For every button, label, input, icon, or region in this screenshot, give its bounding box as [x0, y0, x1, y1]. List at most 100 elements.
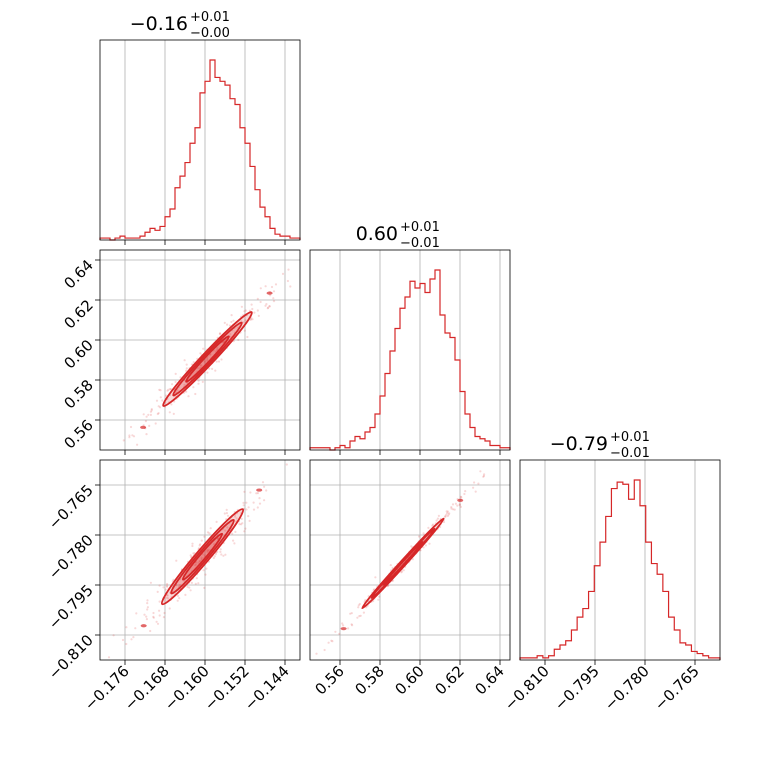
sample-point — [189, 554, 192, 557]
sample-point — [206, 531, 210, 534]
sample-point — [146, 599, 149, 602]
sample-point — [268, 305, 271, 308]
x-tick-label: 0.62 — [431, 662, 467, 698]
sample-point — [244, 319, 247, 322]
contour-island — [340, 627, 347, 631]
sample-point — [474, 490, 477, 493]
sample-point — [200, 364, 203, 367]
sample-point — [199, 352, 202, 355]
sample-point — [130, 638, 133, 641]
sample-point — [267, 306, 270, 309]
sample-point — [166, 582, 169, 586]
sample-point — [445, 513, 448, 516]
sample-point — [259, 287, 262, 290]
sample-point — [268, 305, 271, 308]
sample-point — [154, 422, 157, 425]
param-title-3: −0.79 — [550, 433, 608, 455]
sample-point — [203, 554, 206, 557]
sample-point — [169, 387, 172, 391]
sample-point — [349, 612, 352, 615]
sample-point — [206, 358, 209, 361]
sample-point — [174, 380, 177, 383]
sample-point — [244, 309, 247, 312]
sample-point — [364, 599, 367, 602]
sample-point — [203, 586, 206, 590]
sample-point — [163, 611, 166, 615]
sample-point — [226, 323, 229, 326]
sample-point — [198, 560, 201, 563]
sample-point — [132, 636, 135, 639]
x-tick-label: −0.810 — [501, 662, 553, 714]
sample-point — [199, 543, 202, 546]
sample-point — [165, 585, 169, 588]
sample-point — [158, 600, 161, 603]
sample-point — [206, 371, 209, 374]
sample-point — [198, 367, 201, 370]
sample-point — [166, 594, 169, 597]
param-title-lower-error: −0.00 — [190, 26, 230, 41]
sample-point — [134, 627, 137, 630]
contour-level — [160, 508, 245, 606]
sample-point — [358, 602, 361, 606]
sample-point — [195, 577, 198, 580]
x-tick-label: 0.56 — [311, 662, 347, 698]
sample-point — [191, 544, 194, 548]
sample-point — [158, 584, 161, 587]
sample-point — [359, 614, 362, 617]
sample-point — [250, 303, 253, 306]
histogram-step — [309, 269, 511, 451]
sample-point — [450, 506, 453, 509]
sample-point — [473, 481, 476, 484]
sample-point — [185, 369, 188, 372]
sample-point — [203, 360, 206, 363]
contour-level — [382, 540, 424, 586]
sample-point — [159, 396, 162, 399]
sample-point — [460, 496, 463, 499]
sample-point — [155, 620, 158, 623]
sample-point — [168, 607, 171, 610]
sample-point — [224, 529, 227, 532]
sample-point — [264, 456, 266, 458]
sample-point — [186, 585, 189, 589]
sample-point — [187, 395, 190, 398]
sample-point — [400, 571, 403, 574]
sample-point — [200, 539, 203, 542]
sample-point — [171, 383, 174, 386]
panel-frame — [519, 459, 721, 661]
contour-level — [185, 335, 230, 383]
y-tick-label: 0.58 — [60, 376, 96, 412]
sample-point — [204, 573, 207, 576]
sample-point — [233, 542, 236, 545]
sample-point — [159, 389, 162, 392]
sample-point — [166, 389, 169, 392]
sample-point — [195, 563, 198, 566]
sample-point — [356, 616, 359, 619]
sample-point — [483, 473, 486, 476]
y-tick-label: −0.780 — [45, 531, 97, 583]
sample-point — [428, 542, 431, 545]
sample-point — [223, 512, 226, 515]
sample-point — [192, 361, 195, 364]
contour-level — [162, 311, 253, 407]
sample-point — [218, 332, 221, 336]
sample-point — [185, 390, 188, 393]
histogram-panel-3: −0.79 +0.01−0.01 — [519, 430, 721, 665]
sample-point — [158, 388, 161, 391]
contour-island — [140, 425, 147, 429]
sample-point — [256, 309, 259, 312]
x-tick-label: −0.144 — [241, 662, 293, 714]
sample-point — [155, 399, 159, 402]
sample-point — [446, 510, 449, 513]
y-tick-label: 0.56 — [60, 416, 96, 452]
sample-point — [357, 606, 360, 609]
sample-point — [444, 515, 447, 518]
sample-point — [350, 612, 353, 615]
sample-point — [245, 508, 248, 511]
sample-point — [511, 446, 513, 448]
sample-point — [150, 408, 153, 411]
sample-point — [242, 504, 245, 507]
sample-point — [252, 501, 255, 504]
sample-point — [170, 403, 173, 406]
x-tick-label: −0.780 — [601, 662, 653, 714]
sample-point — [456, 504, 459, 507]
